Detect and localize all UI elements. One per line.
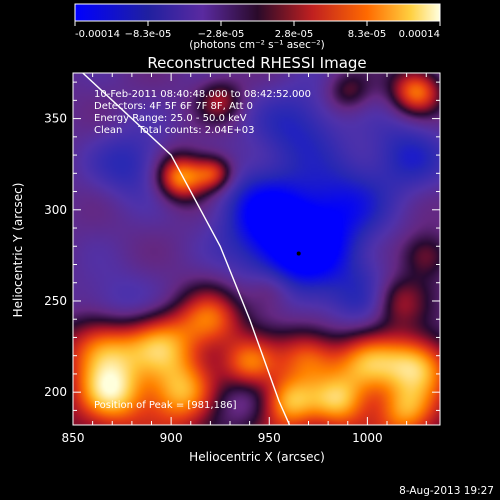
peak-marker: [296, 251, 301, 256]
colorbar-tick-label: −8.3e-05: [125, 29, 172, 40]
colorbar-unit-label: (photons cm⁻² s⁻¹ asec⁻²): [189, 39, 324, 51]
chart-title: Reconstructed RHESSI Image: [147, 54, 366, 72]
heatmap-image: [73, 73, 440, 425]
colorbar-ticks: -0.00014 −8.3e-05 −2.8e-05 2.8e-05 8.3e-05 0.…: [74, 21, 441, 40]
colorbar-tick-label: 0.00014: [399, 29, 440, 40]
y-tick-label: 350: [44, 112, 67, 126]
info-line-energy: Energy Range: 25.0 - 50.0 keV: [94, 113, 247, 124]
x-tick-label: 850: [62, 431, 85, 445]
colorbar: [74, 3, 441, 22]
x-tick-label: 950: [258, 431, 281, 445]
solar-limb-line: [81, 73, 291, 425]
y-tick-label: 200: [44, 385, 67, 399]
y-tick-label: 300: [44, 203, 67, 217]
colorbar-tick-label: −2.8e-05: [198, 29, 245, 40]
y-tick-label: 250: [44, 294, 67, 308]
y-axis-label: Heliocentric Y (arcsec): [11, 183, 25, 318]
colorbar-tick-label: -0.00014: [75, 29, 120, 40]
x-tick-label: 900: [160, 431, 183, 445]
peak-position-label: Position of Peak = [981,186]: [94, 400, 237, 411]
axis-ticks: 850 900 950 1000 200 250 300 350: [44, 73, 440, 445]
colorbar-tick-label: 8.3e-05: [348, 29, 386, 40]
info-line-counts: Clean Total counts: 2.04E+03: [94, 125, 254, 136]
x-axis-label: Heliocentric X (arcsec): [189, 450, 325, 464]
footer-date: 8-Aug-2013 19:27: [399, 485, 494, 497]
x-tick-label: 1000: [352, 431, 383, 445]
info-line-detectors: Detectors: 4F 5F 6F 7F 8F, Att 0: [94, 101, 253, 112]
plot-frame: [72, 72, 441, 426]
info-line-time: 10-Feb-2011 08:40:48.000 to 08:42:52.000: [94, 89, 311, 100]
colorbar-tick-label: 2.8e-05: [275, 29, 313, 40]
